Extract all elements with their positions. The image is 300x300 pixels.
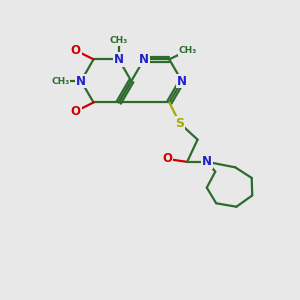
Text: S: S xyxy=(175,117,184,130)
Text: CH₃: CH₃ xyxy=(51,76,69,85)
Text: N: N xyxy=(139,53,149,66)
Text: O: O xyxy=(71,105,81,118)
Text: CH₃: CH₃ xyxy=(178,46,197,55)
Text: N: N xyxy=(114,53,124,66)
Text: CH₃: CH₃ xyxy=(110,36,128,45)
Text: N: N xyxy=(76,74,86,88)
Text: O: O xyxy=(71,44,81,57)
Text: N: N xyxy=(202,155,212,168)
Text: N: N xyxy=(177,74,187,88)
Text: O: O xyxy=(162,152,172,165)
